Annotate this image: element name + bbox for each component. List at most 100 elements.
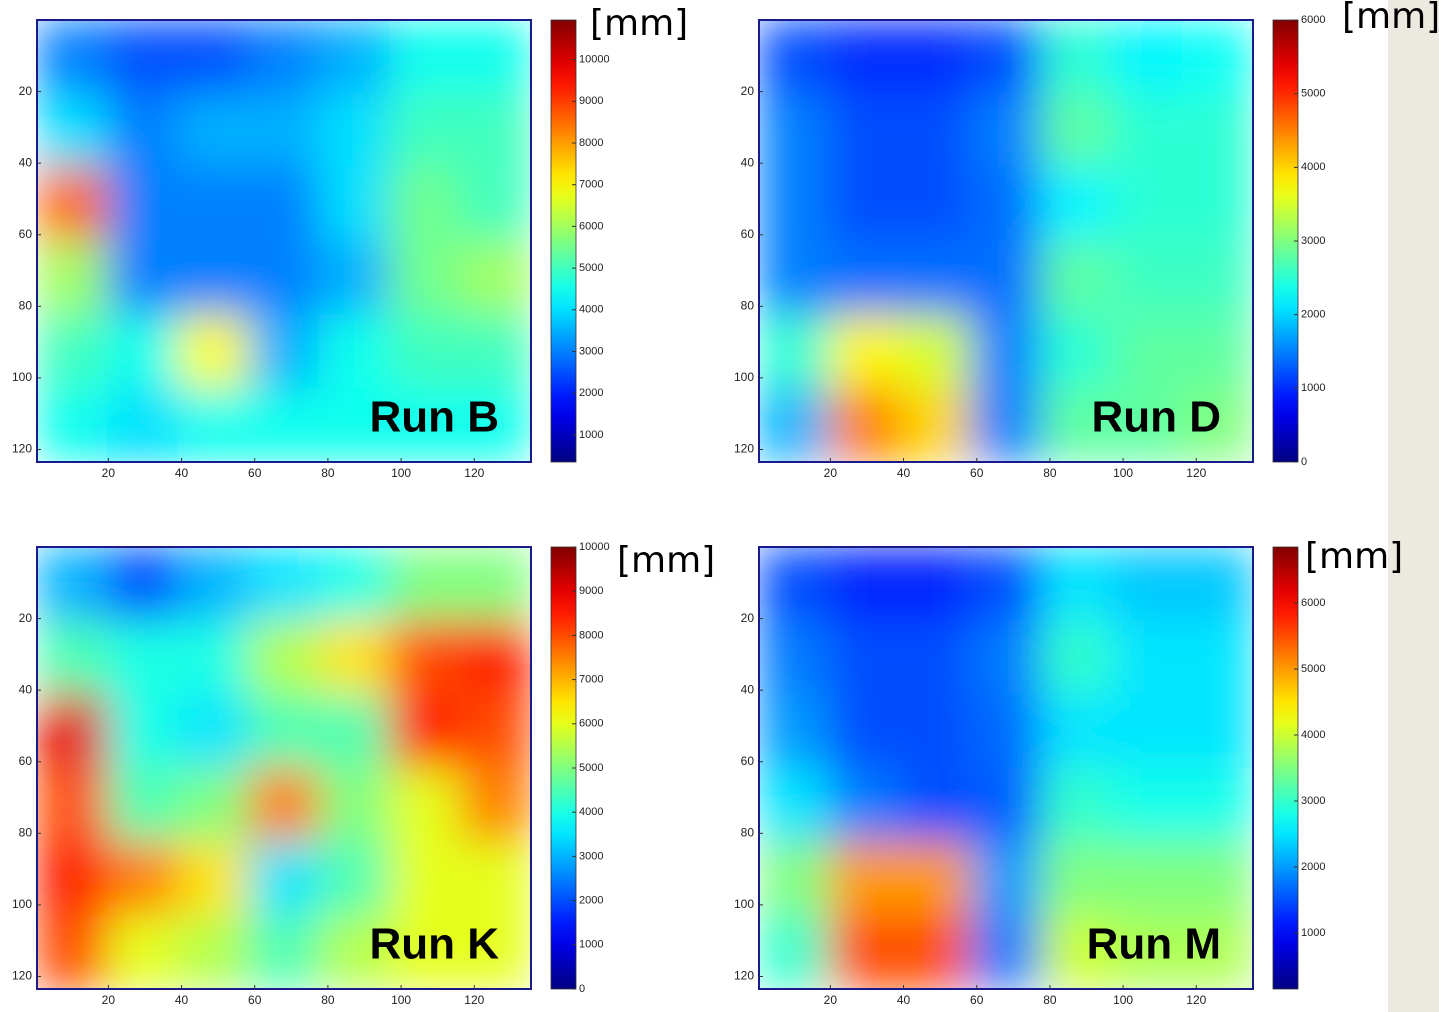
heat-cell [1182,20,1254,95]
heat-cell [970,547,1042,622]
y-tick-label: 40 [741,155,755,169]
x-tick-label: 120 [1186,466,1206,480]
x-tick-label: 60 [970,466,984,480]
colorbar-tick-label: 1000 [1301,927,1325,939]
y-tick-label: 60 [19,227,33,241]
y-tick-label: 40 [741,682,755,696]
heat-cell [759,547,831,622]
colorbar-tick-label: 5000 [1301,663,1325,675]
heat-cell [970,388,1042,463]
heat-cell [829,241,901,316]
heat-cell [1182,93,1254,168]
colorbar-tick-label: 9000 [579,585,603,597]
heat-cell [900,768,972,843]
heat-cell [319,841,391,916]
heat-cell [829,20,901,95]
heat-cell [460,167,532,242]
colorbar-tick-label: 5000 [579,262,603,274]
heat-cell [759,694,831,769]
colorbar-tick-label: 5000 [1301,88,1325,100]
heat-cell [900,841,972,916]
run-label: Run M [1087,920,1221,969]
y-tick-label: 120 [734,442,754,456]
heat-cell [107,167,179,242]
x-tick-label: 60 [248,993,262,1007]
heat-cell [248,620,320,695]
y-tick-label: 120 [12,969,32,983]
heat-cell [37,547,109,622]
x-tick-label: 100 [1113,993,1133,1007]
colorbar-tick-label: 4000 [579,806,603,818]
x-tick-label: 20 [824,993,838,1007]
heat-cell [829,620,901,695]
y-tick-label: 20 [19,611,33,625]
colorbar-tick-label: 4000 [1301,161,1325,173]
heat-cell [37,768,109,843]
heat-cell [389,841,461,916]
heat-cell [37,20,109,95]
heat-cell [900,241,972,316]
heat-cell [970,20,1042,95]
heat-cell [829,768,901,843]
heat-cell [970,167,1042,242]
x-tick-label: 100 [391,993,411,1007]
y-tick-label: 80 [19,298,33,312]
colorbar-tick-label: 4000 [579,304,603,316]
x-tick-label: 100 [1113,466,1133,480]
heat-cell [759,167,831,242]
heat-cell [460,241,532,316]
colorbar-tick-label: 3000 [1301,795,1325,807]
heat-cell [1041,167,1113,242]
heat-cell [900,388,972,463]
heat-cell [248,241,320,316]
heat-cell [829,93,901,168]
colorbar-tick-label: 2000 [579,895,603,907]
heat-cell [970,620,1042,695]
heat-cell [829,694,901,769]
y-tick-label: 20 [741,611,755,625]
heat-cell [1111,768,1183,843]
heat-cell [178,314,250,389]
y-tick-label: 100 [734,897,754,911]
colorbar-tick-label: 1000 [579,939,603,951]
y-tick-label: 100 [734,370,754,384]
heat-cell [389,547,461,622]
y-tick-label: 40 [19,682,33,696]
colorbar-tick-label: 7000 [579,674,603,686]
colorbar-tick-label: 0 [579,983,585,995]
y-tick-label: 60 [19,754,33,768]
heat-cell [759,241,831,316]
heat-cell [970,93,1042,168]
x-tick-label: 60 [248,466,262,480]
heat-cell [248,167,320,242]
heat-cell [1041,314,1113,389]
heat-cell [1041,547,1113,622]
heat-cell [107,694,179,769]
colorbar-unit: [mm] [590,3,688,44]
heat-cell [759,841,831,916]
heat-cell [829,841,901,916]
heat-cell [37,694,109,769]
heat-cell [1182,620,1254,695]
colorbar-unit: [mm] [617,540,715,581]
colorbar-unit: [mm] [1342,0,1439,37]
heat-cell [1041,93,1113,168]
heat-cell [107,915,179,990]
heat-cell [178,547,250,622]
heat-cell [319,768,391,843]
heat-cell [248,20,320,95]
heat-cell [389,768,461,843]
colorbar-tick-label: 4000 [1301,729,1325,741]
y-tick-label: 60 [741,227,755,241]
heat-cell [107,314,179,389]
heat-cell [460,547,532,622]
heat-cell [107,241,179,316]
heat-cell [37,620,109,695]
heat-cell [319,547,391,622]
heat-cell [900,620,972,695]
y-tick-label: 120 [12,442,32,456]
heat-cell [248,388,320,463]
x-tick-label: 20 [102,993,116,1007]
colorbar-tick-label: 2000 [1301,861,1325,873]
heat-cell [1111,93,1183,168]
